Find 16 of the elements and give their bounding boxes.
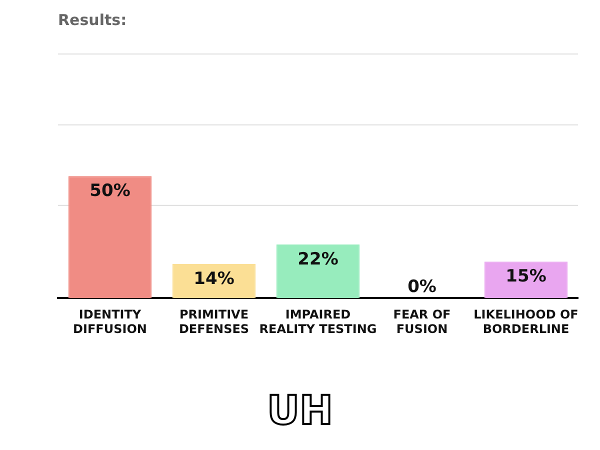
data-label: 22% — [298, 249, 338, 270]
x-tick-label: LIKELIHOOD OF BORDERLINE — [474, 308, 578, 336]
data-label: 14% — [194, 268, 234, 289]
x-tick-label: IMPAIRED REALITY TESTING — [259, 308, 377, 336]
chart-title: Results: — [58, 10, 127, 29]
bar — [172, 264, 256, 298]
bar — [68, 176, 152, 298]
bar — [484, 262, 568, 298]
x-tick-label: IDENTITY DIFFUSION — [73, 308, 147, 336]
bar — [276, 244, 360, 298]
data-label: 15% — [506, 266, 546, 286]
text: UH — [266, 388, 334, 434]
data-label: 0% — [408, 277, 436, 298]
x-tick-label: PRIMITIVE DEFENSES — [178, 308, 250, 336]
x-tick-label: FEAR OF FUSION — [393, 308, 451, 336]
data-label: 50% — [90, 181, 130, 202]
